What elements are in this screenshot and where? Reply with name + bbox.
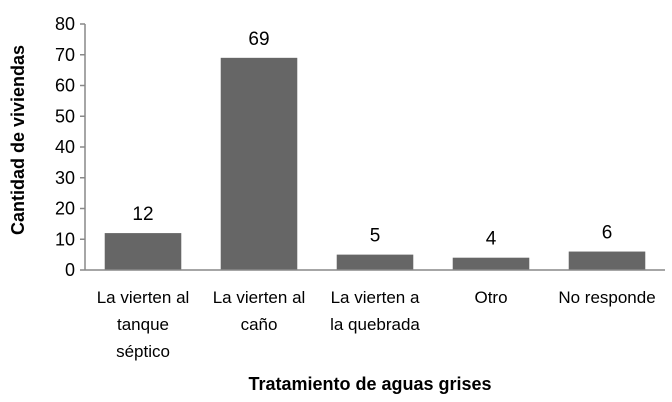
category-label-line: La vierten al (213, 288, 306, 307)
category-label: Otro (474, 288, 507, 307)
category-label-line: Otro (474, 288, 507, 307)
category-label-line: La vierten a (331, 288, 420, 307)
bar (104, 233, 182, 270)
y-tick-label: 80 (55, 14, 75, 34)
y-tick-label: 50 (55, 106, 75, 126)
category-label: La vierten al caño (213, 288, 306, 334)
category-label: La vierten al tanque séptico (97, 288, 190, 361)
category-label-line: séptico (116, 342, 170, 361)
bar (568, 251, 646, 270)
data-label: 6 (602, 223, 613, 244)
bar (452, 257, 530, 270)
x-axis-category-labels: La vierten al tanque séptico La vierten al c… (97, 288, 656, 361)
y-tick-label: 30 (55, 168, 75, 188)
y-tick-label: 0 (65, 260, 75, 280)
data-label: 5 (370, 226, 381, 247)
data-label: 12 (132, 204, 153, 225)
y-tick-label: 10 (55, 229, 75, 249)
category-label-line: caño (241, 315, 278, 334)
data-labels: 12 69 5 4 6 (132, 29, 612, 250)
category-label-line: tanque (117, 315, 169, 334)
y-tick-label: 40 (55, 137, 75, 157)
data-label: 69 (248, 29, 269, 50)
y-axis-ticks: 0 10 20 30 40 50 60 70 80 (55, 14, 85, 280)
y-tick-label: 70 (55, 45, 75, 65)
category-label-line: la quebrada (330, 315, 420, 334)
category-label: No responde (558, 288, 655, 307)
bars (104, 57, 646, 271)
category-label-line: La vierten al (97, 288, 190, 307)
y-tick-label: 60 (55, 76, 75, 96)
bar (336, 254, 414, 270)
bar (220, 57, 298, 271)
x-axis-title: Tratamiento de aguas grises (248, 374, 491, 394)
y-tick-label: 20 (55, 199, 75, 219)
category-label: La vierten a la quebrada (330, 288, 420, 334)
data-label: 4 (486, 229, 497, 250)
category-label-line: No responde (558, 288, 655, 307)
y-axis-title: Cantidad de viviendas (8, 45, 28, 235)
